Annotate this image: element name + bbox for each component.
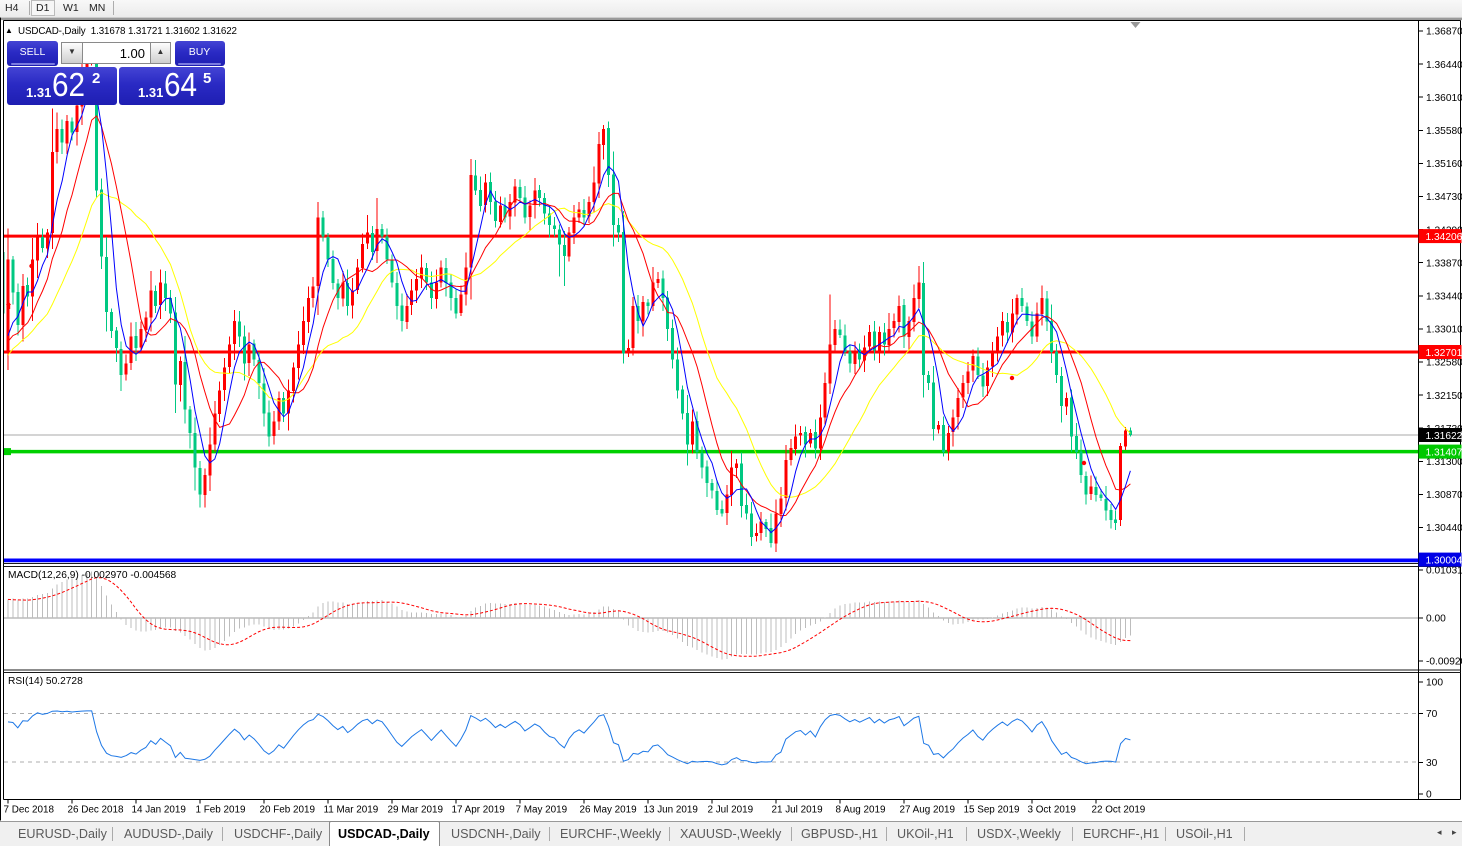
svg-text:1.36440: 1.36440 [1426,60,1462,71]
svg-text:1.30004: 1.30004 [1426,556,1462,567]
svg-text:0: 0 [1426,790,1432,801]
svg-text:13 Jun 2019: 13 Jun 2019 [644,805,699,816]
svg-text:1.36870: 1.36870 [1426,27,1462,38]
svg-text:21 Jul 2019: 21 Jul 2019 [772,805,824,816]
svg-text:1.30870: 1.30870 [1426,490,1462,501]
svg-text:1.33010: 1.33010 [1426,325,1462,336]
svg-text:1.35160: 1.35160 [1426,159,1462,170]
svg-text:14 Jan 2019: 14 Jan 2019 [132,805,187,816]
svg-text:1.30440: 1.30440 [1426,523,1462,534]
svg-text:1.34206: 1.34206 [1426,232,1462,243]
svg-text:0.010311: 0.010311 [1426,566,1462,577]
svg-text:1 Feb 2019: 1 Feb 2019 [196,805,246,816]
svg-text:1.33440: 1.33440 [1426,292,1462,303]
svg-text:1.35580: 1.35580 [1426,126,1462,137]
svg-text:20 Feb 2019: 20 Feb 2019 [260,805,316,816]
svg-text:0.00: 0.00 [1426,614,1446,625]
svg-text:27 Aug 2019: 27 Aug 2019 [900,805,956,816]
svg-text:1.36010: 1.36010 [1426,93,1462,104]
svg-text:26 Dec 2018: 26 Dec 2018 [68,805,125,816]
svg-text:7 May 2019: 7 May 2019 [516,805,568,816]
svg-text:7 Dec 2018: 7 Dec 2018 [4,805,55,816]
svg-text:MACD(12,26,9) -0.002970 -0.004: MACD(12,26,9) -0.002970 -0.004568 [8,570,177,581]
svg-text:30: 30 [1426,758,1438,769]
svg-text:-0.009203: -0.009203 [1426,657,1462,668]
svg-text:RSI(14) 50.2728: RSI(14) 50.2728 [8,676,83,687]
svg-text:1.33870: 1.33870 [1426,258,1462,269]
svg-text:100: 100 [1426,678,1443,689]
svg-text:1.32580: 1.32580 [1426,358,1462,369]
svg-text:1.31622: 1.31622 [1426,431,1462,442]
svg-text:22 Oct 2019: 22 Oct 2019 [1092,805,1146,816]
svg-text:1.32701: 1.32701 [1426,348,1462,359]
svg-text:1.34730: 1.34730 [1426,192,1462,203]
svg-text:1.31300: 1.31300 [1426,457,1462,468]
svg-text:3 Oct 2019: 3 Oct 2019 [1028,805,1077,816]
svg-text:1.32150: 1.32150 [1426,391,1462,402]
svg-text:70: 70 [1426,709,1438,720]
svg-text:2 Jul 2019: 2 Jul 2019 [708,805,754,816]
svg-text:8 Aug 2019: 8 Aug 2019 [836,805,886,816]
svg-text:29 Mar 2019: 29 Mar 2019 [388,805,444,816]
svg-text:26 May 2019: 26 May 2019 [580,805,638,816]
svg-text:17 Apr 2019: 17 Apr 2019 [452,805,506,816]
svg-text:11 Mar 2019: 11 Mar 2019 [324,805,379,816]
svg-text:15 Sep 2019: 15 Sep 2019 [964,805,1021,816]
svg-text:1.31407: 1.31407 [1426,448,1462,459]
